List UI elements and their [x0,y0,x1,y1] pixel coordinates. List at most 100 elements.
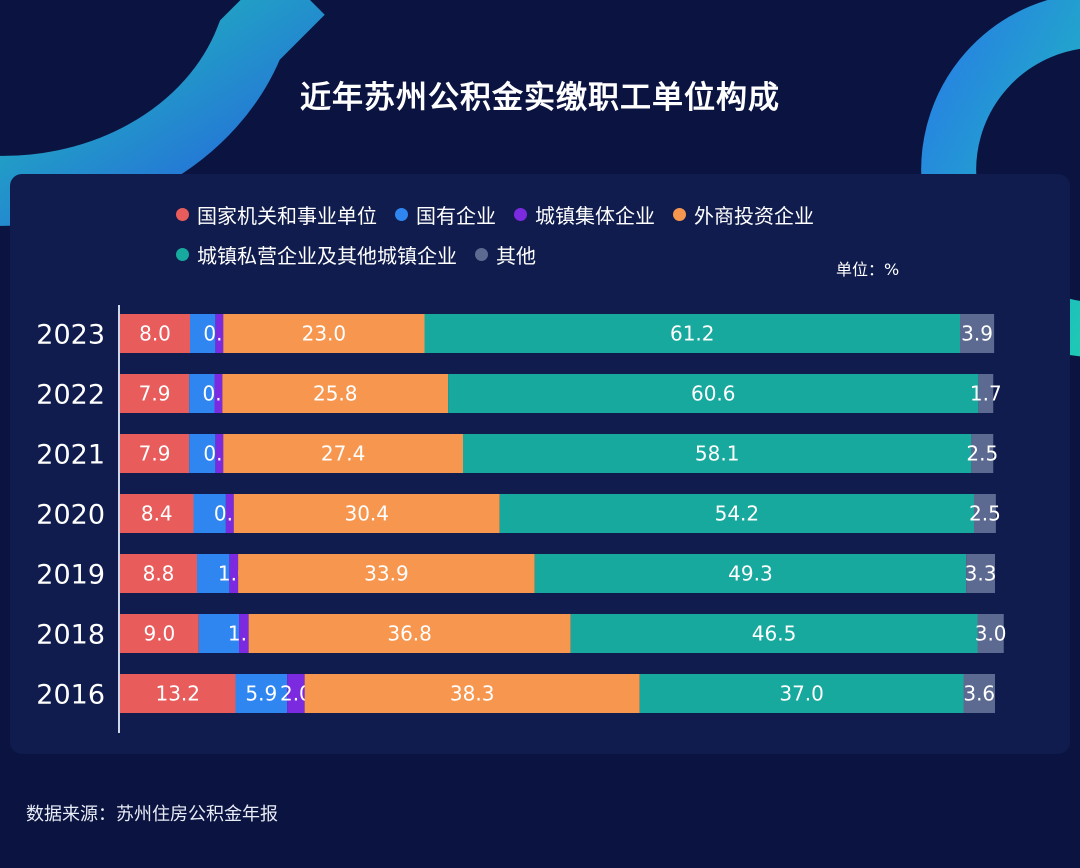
data-label: 37.0 [779,682,824,706]
data-label: 1.7 [970,382,1002,406]
bar-segment [974,494,996,533]
bar-segment [189,374,215,413]
data-label: 36.8 [387,622,432,646]
bar-segment [215,434,224,473]
bar-segment [977,614,1004,653]
data-label: 2.5 [966,442,998,466]
data-label: 54.2 [715,502,760,526]
category-label: 2018 [36,620,105,651]
bar-segment [978,374,994,413]
bar-segment [198,614,239,653]
bar-segment [304,674,640,713]
bar-segment [424,314,960,353]
bar-segment [197,554,230,593]
data-label: 58.1 [695,442,740,466]
legend-swatch [514,208,527,221]
bar-segment [120,554,197,593]
data-label: 38.3 [450,682,495,706]
data-label: 3.3 [965,562,997,586]
legend-item: 国家机关和事业单位 [176,200,377,229]
data-label: 49.3 [728,562,773,586]
bar-segment [222,374,449,413]
category-label: 2022 [36,380,105,411]
legend-swatch [176,208,189,221]
bar-segment [966,554,995,593]
data-label: 23.0 [302,322,347,346]
bar-segment [448,374,979,413]
bar-segment [189,434,216,473]
legend-label: 城镇私营企业及其他城镇企业 [197,244,457,268]
data-label: 8.8 [143,562,175,586]
y-axis-line [118,305,120,733]
legend-label: 城镇集体企业 [535,204,655,228]
bar-segment [238,554,535,593]
bar-segment [239,614,249,653]
bar-segment [971,434,994,473]
bar-segment [963,674,995,713]
data-label: 61.2 [670,322,715,346]
data-label: 5.9 [245,682,277,706]
legend-label: 其他 [496,244,536,268]
category-label: 2019 [36,560,105,591]
bar-segment [120,494,194,533]
category-label: 2016 [36,680,105,711]
legend-swatch [176,248,189,261]
data-label: 3.0 [975,622,1007,646]
data-label: 27.4 [321,442,366,466]
legend-item: 城镇私营企业及其他城镇企业 [176,240,457,269]
legend-label: 国家机关和事业单位 [197,204,377,228]
legend-item: 其他 [475,240,536,269]
bar-segment [120,374,190,413]
legend-swatch [475,248,488,261]
data-label: 2.5 [969,502,1001,526]
data-label: 7.9 [139,442,171,466]
data-label: 7.9 [139,382,171,406]
bar-segment [223,434,463,473]
data-label: 3.6 [963,682,995,706]
legend-swatch [395,208,408,221]
bar-segment [639,674,964,713]
category-label: 2023 [36,320,105,351]
data-label: 3.9 [961,322,993,346]
legend-label: 外商投资企业 [694,204,814,228]
bar-segment [960,314,995,353]
bar-segment [193,494,226,533]
category-label: 2020 [36,500,105,531]
bar-segment [248,614,571,653]
legend-item: 外商投资企业 [673,200,814,229]
data-label: 25.8 [313,382,358,406]
bar-segment [534,554,967,593]
data-label: 30.4 [344,502,389,526]
data-label: 8.0 [139,322,171,346]
bar-segment [120,614,199,653]
data-label: 60.6 [691,382,736,406]
data-label: 8.4 [141,502,173,526]
data-label: 13.2 [155,682,200,706]
data-label: 9.0 [143,622,175,646]
bar-segment [229,554,239,593]
category-label: 2021 [36,440,105,471]
bar-segment [570,614,978,653]
bar-segment [463,434,972,473]
legend-label: 国有企业 [416,204,496,228]
data-label: 33.9 [364,562,409,586]
bar-segment [499,494,974,533]
bar-segment [214,374,223,413]
legend-item: 城镇集体企业 [514,200,655,229]
legend-item: 国有企业 [395,200,496,229]
bar-segment [235,674,288,713]
bar-segment [287,674,305,713]
unit-label: 单位：% [836,260,900,279]
bar-segment [223,314,425,353]
bar-segment [120,314,190,353]
legend-swatch [673,208,686,221]
chart-title: 近年苏州公积金实缴职工单位构成 [300,80,780,116]
bar-segment [225,494,234,533]
bar-segment [190,314,216,353]
bar-segment [215,314,224,353]
bar-segment [233,494,500,533]
bar-segment [120,674,236,713]
data-label: 46.5 [752,622,797,646]
source-note: 数据来源：苏州住房公积金年报 [26,804,278,825]
